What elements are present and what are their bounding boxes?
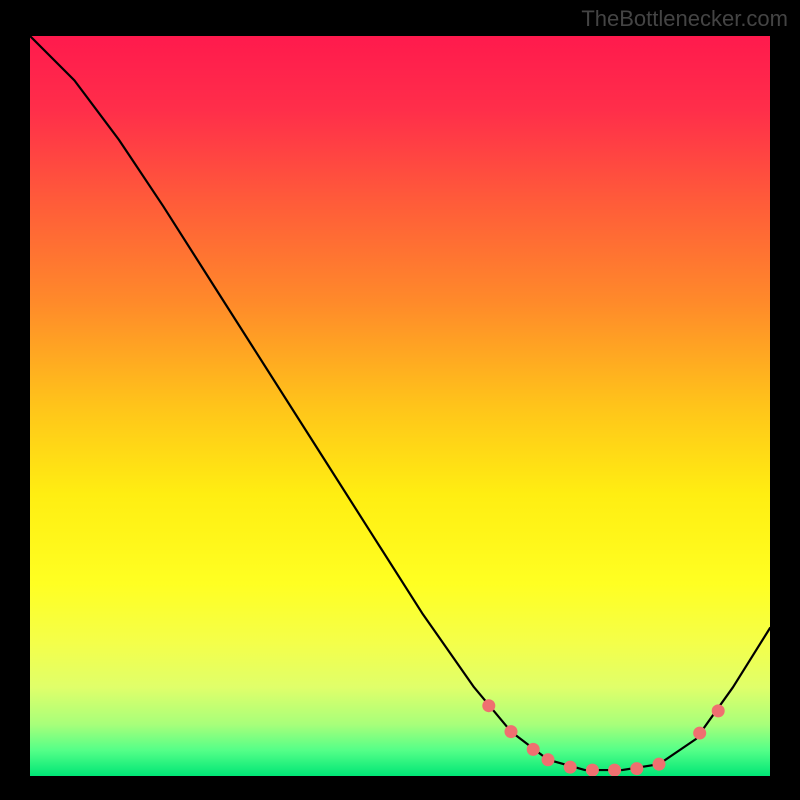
bottleneck-curve xyxy=(30,36,770,770)
watermark-text: TheBottlenecker.com xyxy=(581,6,788,32)
curve-marker xyxy=(630,762,643,775)
curve-marker xyxy=(608,764,621,776)
curve-marker xyxy=(482,699,495,712)
curve-marker xyxy=(564,761,577,774)
curve-marker xyxy=(505,725,518,738)
curve-marker xyxy=(653,758,666,771)
chart-container: TheBottlenecker.com xyxy=(0,0,800,800)
curve-marker xyxy=(542,753,555,766)
curve-marker xyxy=(693,727,706,740)
curve-marker xyxy=(527,743,540,756)
curve-layer xyxy=(30,36,770,776)
curve-marker xyxy=(712,704,725,717)
plot-area xyxy=(30,36,770,776)
curve-marker xyxy=(586,764,599,776)
